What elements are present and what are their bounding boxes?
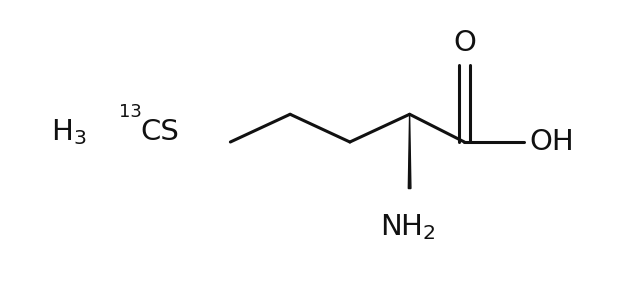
Text: O: O xyxy=(453,29,476,57)
Text: OH: OH xyxy=(529,128,574,156)
Text: 13: 13 xyxy=(119,103,141,121)
Text: CS: CS xyxy=(141,118,180,146)
Polygon shape xyxy=(408,114,411,189)
Text: H$_3$: H$_3$ xyxy=(51,117,86,147)
Text: NH$_2$: NH$_2$ xyxy=(380,212,436,242)
